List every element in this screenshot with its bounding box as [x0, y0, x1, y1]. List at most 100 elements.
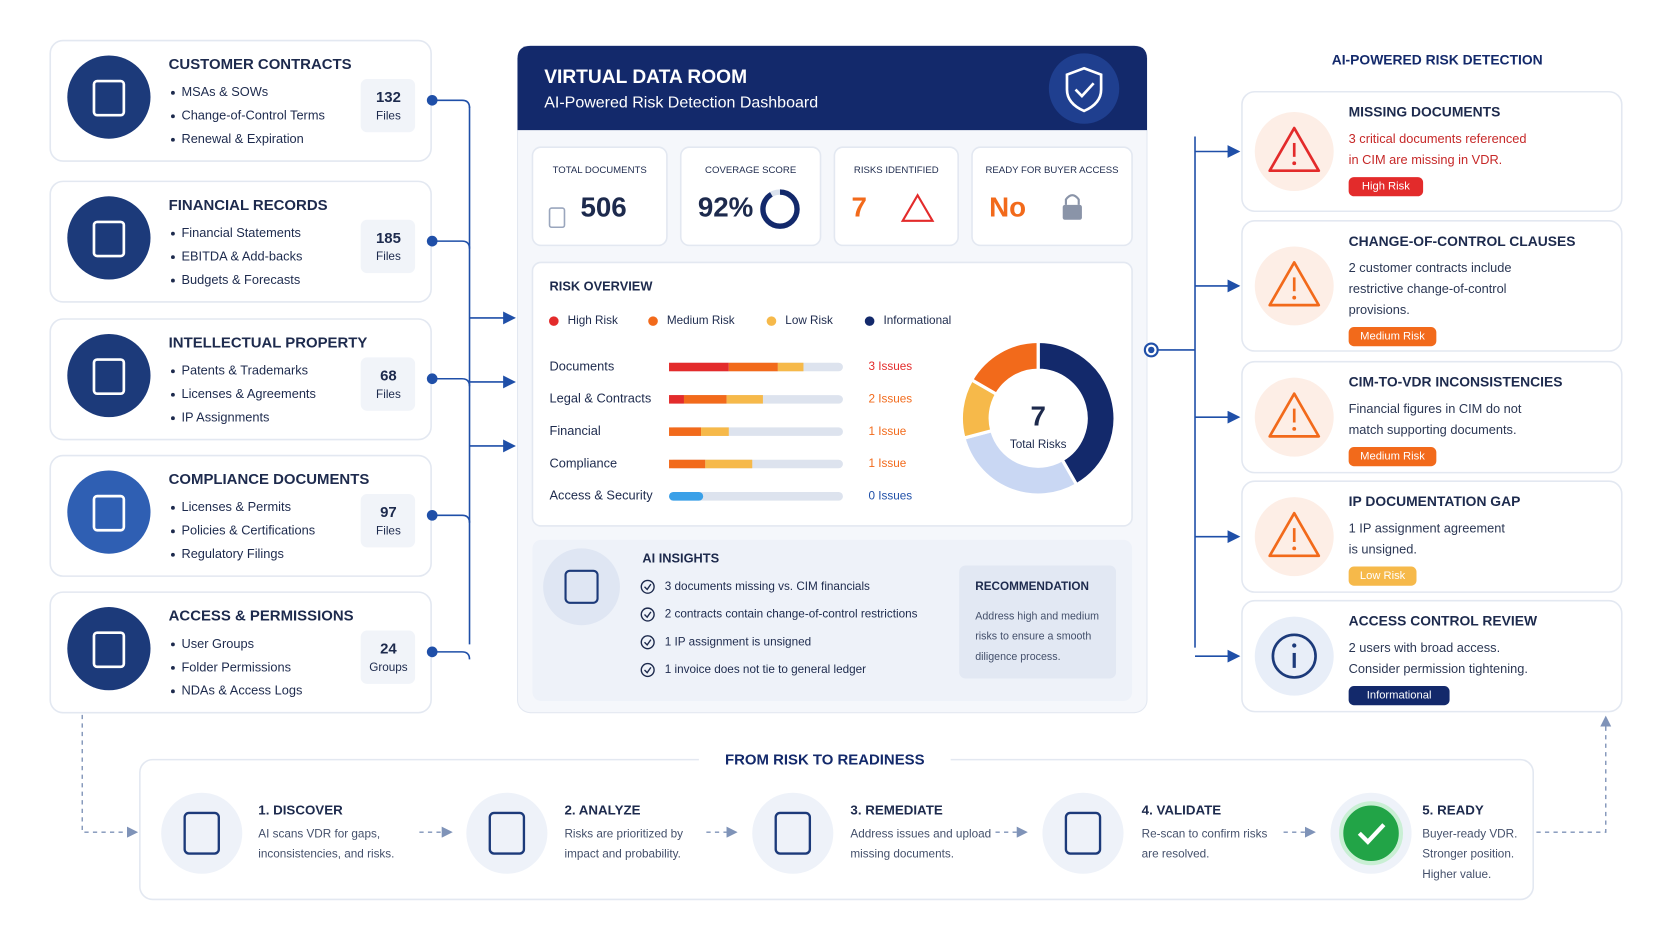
info-dot	[1292, 643, 1297, 648]
panel-title: COMPLIANCE DOCUMENTS	[169, 471, 370, 488]
insight-item: 1 IP assignment is unsigned	[665, 635, 811, 648]
bullet	[171, 255, 175, 260]
risk-text: 2 customer contracts include	[1349, 260, 1512, 275]
warning-icon	[1268, 511, 1321, 558]
bullet	[171, 231, 175, 236]
legend-label: Informational	[883, 314, 951, 327]
count-box	[360, 357, 416, 411]
step-text: missing documents.	[850, 848, 954, 861]
panel-item: Regulatory Filings	[181, 546, 283, 561]
step-text: Re-scan to confirm risks	[1142, 827, 1268, 840]
icon-glyph	[92, 220, 126, 258]
section-title: FROM RISK TO READINESS	[725, 752, 925, 769]
connector	[432, 240, 471, 249]
step-title: 1. DISCOVER	[258, 802, 343, 817]
bar-segment	[669, 427, 702, 436]
bullet	[171, 369, 175, 374]
panel-item: IP Assignments	[181, 410, 269, 425]
donut-label: Total Risks	[1010, 438, 1067, 451]
risk-badge	[1348, 447, 1437, 467]
recommendation-text: Address high and medium	[975, 610, 1099, 622]
legend-dot	[766, 316, 777, 326]
insight-item: 3 documents missing vs. CIM financials	[665, 580, 870, 593]
panel-item: Patents & Trademarks	[181, 363, 308, 378]
risk-title: MISSING DOCUMENTS	[1349, 104, 1501, 120]
row-issues: 2 Issues	[869, 392, 913, 405]
bullet	[171, 278, 175, 283]
chip-icon	[543, 548, 620, 626]
risk-badge	[1348, 177, 1424, 197]
step-text: Address issues and upload	[850, 827, 991, 840]
shield	[1065, 66, 1103, 113]
step-icon-bg	[752, 792, 834, 874]
row-issues: 3 Issues	[869, 360, 913, 373]
stat-card	[531, 146, 668, 247]
bullet	[171, 392, 175, 397]
panel-item: Financial Statements	[181, 225, 301, 240]
recommendation-text: diligence process.	[975, 651, 1060, 663]
bullet	[171, 137, 175, 142]
risk-badge-label: Medium Risk	[1360, 331, 1425, 343]
panel-icon	[67, 470, 151, 554]
donut-total: 7	[1030, 401, 1045, 432]
stat-value: 92%	[698, 191, 753, 222]
risk-text: Consider permission tightening.	[1349, 661, 1528, 676]
warning-icon	[900, 193, 935, 222]
panel-unit: Files	[376, 388, 401, 401]
check-icon	[640, 635, 655, 650]
risk-text: Financial figures in CIM do not	[1349, 401, 1522, 416]
bar-segment	[728, 362, 778, 372]
dashboard-subtitle: AI-Powered Risk Detection Dashboard	[544, 95, 818, 112]
check-icon	[640, 662, 655, 678]
panel-icon	[67, 196, 151, 280]
risk-badge	[1348, 686, 1450, 706]
connector	[432, 377, 471, 387]
loop-arrow	[81, 714, 139, 838]
loop-arrow	[1536, 715, 1612, 833]
insight-item: 1 invoice does not tie to general ledger	[665, 663, 866, 676]
risk-text: restrictive change-of-control	[1349, 281, 1507, 296]
panel-item: Budgets & Forecasts	[181, 272, 300, 287]
lock-shackle	[1064, 194, 1080, 205]
risk-title: IP DOCUMENTATION GAP	[1349, 493, 1521, 509]
risk-text: in CIM are missing in VDR.	[1349, 152, 1503, 167]
bullet	[171, 552, 175, 557]
row-name: Legal & Contracts	[550, 391, 652, 406]
bullet	[171, 689, 175, 694]
check	[644, 639, 652, 647]
stat-value: No	[989, 191, 1026, 222]
panel-unit: Groups	[369, 661, 408, 674]
step-title: 2. ANALYZE	[564, 802, 640, 817]
step-icon-bg	[1042, 792, 1124, 874]
risk-badge-label: Medium Risk	[1360, 451, 1425, 463]
panel-item: EBITDA & Add-backs	[181, 248, 302, 263]
step-icon	[488, 811, 526, 855]
risk-text: 3 critical documents referenced	[1349, 131, 1527, 146]
row-name: Documents	[550, 358, 615, 373]
warning-icon	[1268, 126, 1321, 173]
recommendation	[959, 565, 1117, 679]
panel-count: 185	[376, 230, 401, 247]
coverage-ring	[760, 189, 800, 229]
legend-dot	[864, 316, 875, 326]
legend-label: High Risk	[568, 314, 618, 327]
row-name: Access & Security	[550, 488, 654, 503]
panel-count: 132	[376, 89, 401, 106]
bar-segment	[726, 395, 763, 404]
step-text: inconsistencies, and risks.	[258, 848, 394, 861]
step-title: 4. VALIDATE	[1142, 802, 1222, 817]
bar-segment	[701, 427, 729, 436]
icon-glyph	[92, 79, 126, 117]
bar-segment	[669, 395, 684, 404]
icon-glyph	[92, 358, 126, 396]
stat-label: TOTAL DOCUMENTS	[553, 165, 647, 176]
warning-dot	[1292, 295, 1297, 300]
row-name: Compliance	[550, 455, 618, 470]
warning-dot	[1292, 546, 1297, 551]
panel-item: Change-of-Control Terms	[181, 108, 324, 123]
step-text: Risks are prioritized by	[564, 827, 683, 840]
step-text: impact and probability.	[564, 848, 680, 861]
count-box	[360, 630, 416, 684]
section-title: AI-POWERED RISK DETECTION	[1332, 51, 1543, 67]
chip	[564, 569, 599, 604]
